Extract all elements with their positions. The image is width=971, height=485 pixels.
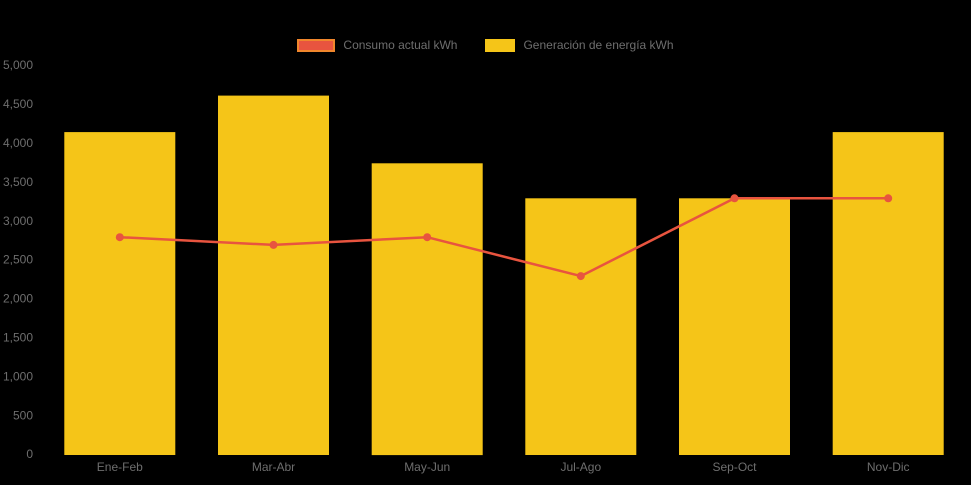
- legend-label-consumo-actual: Consumo actual kWh: [343, 38, 458, 52]
- consumption-point-May-Jun[interactable]: [423, 233, 432, 242]
- x-axis-label-May-Jun: May-Jun: [404, 460, 450, 474]
- y-axis-tick-label: 4,500: [3, 97, 33, 111]
- consumption-line: [119, 197, 889, 278]
- y-axis-tick-label: 2,500: [3, 253, 33, 267]
- legend-swatch-line-icon: [297, 38, 336, 52]
- x-axis-label-Sep-Oct: Sep-Oct: [712, 460, 757, 474]
- chart-legend: Consumo actual kWh Generación de energía…: [0, 38, 971, 52]
- y-axis-tick-label: 4,000: [3, 136, 33, 150]
- generation-bar-Nov-Dic[interactable]: [832, 132, 944, 455]
- x-axis-label-Mar-Abr: Mar-Abr: [252, 460, 295, 474]
- y-axis-tick-label: 1,500: [3, 330, 33, 344]
- x-axis-label-Nov-Dic: Nov-Dic: [867, 460, 910, 474]
- y-axis-tick-label: 2,000: [3, 292, 33, 306]
- y-axis-tick-label: 1,000: [3, 369, 33, 383]
- consumption-point-Ene-Feb[interactable]: [115, 233, 124, 242]
- generation-bar-Jul-Ago[interactable]: [525, 198, 637, 456]
- generation-bar-Ene-Feb[interactable]: [64, 132, 176, 455]
- consumption-point-Mar-Abr[interactable]: [269, 240, 278, 249]
- legend-swatch-bar-icon: [485, 38, 516, 52]
- generation-bar-Sep-Oct[interactable]: [679, 198, 790, 456]
- y-axis-tick-label: 500: [13, 408, 33, 422]
- x-axis-label-Ene-Feb: Ene-Feb: [97, 460, 143, 474]
- consumption-point-Sep-Oct[interactable]: [730, 194, 739, 203]
- legend-item-generacion-energia[interactable]: Generación de energía kWh: [485, 38, 674, 52]
- y-axis-tick-label: 5,000: [3, 58, 33, 72]
- y-axis-tick-label: 3,500: [3, 175, 33, 189]
- y-axis-tick-label: 0: [26, 447, 33, 461]
- consumption-point-Jul-Ago[interactable]: [576, 272, 585, 281]
- x-axis-label-Jul-Ago: Jul-Ago: [560, 460, 601, 474]
- consumption-point-Nov-Dic[interactable]: [884, 194, 893, 203]
- generation-bar-Mar-Abr[interactable]: [218, 95, 329, 455]
- legend-label-generacion-energia: Generación de energía kWh: [523, 38, 674, 52]
- y-axis-tick-label: 3,000: [3, 214, 33, 228]
- generation-bar-May-Jun[interactable]: [371, 163, 483, 456]
- legend-item-consumo-actual[interactable]: Consumo actual kWh: [297, 38, 457, 52]
